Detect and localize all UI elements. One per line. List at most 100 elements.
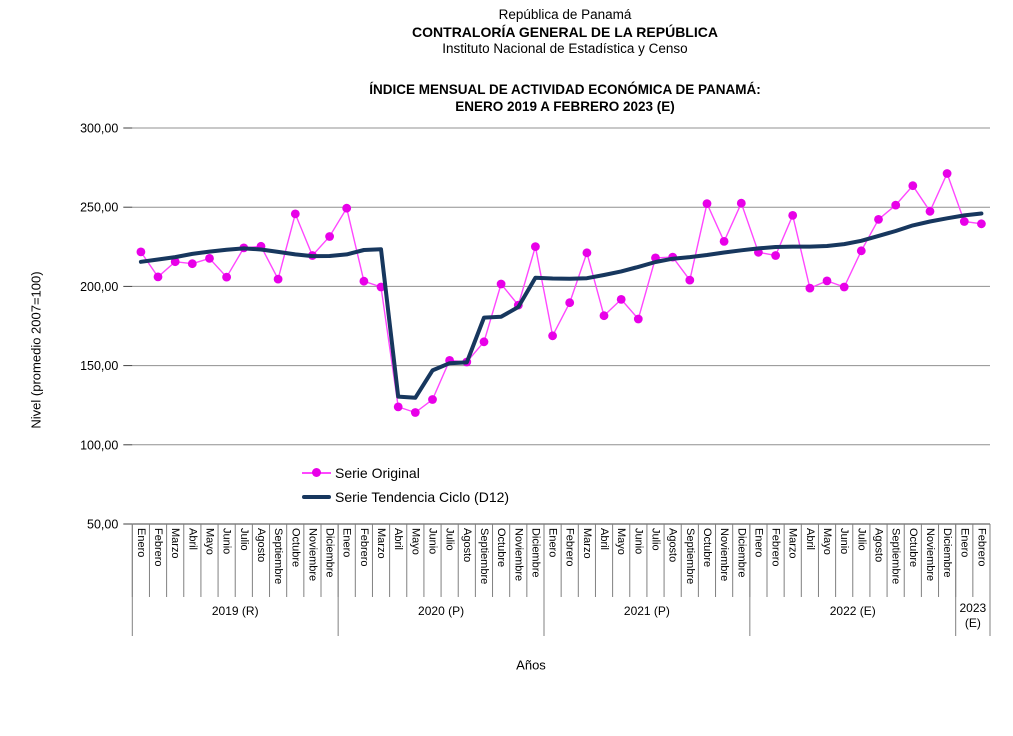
serie-original-marker <box>187 259 197 269</box>
month-label: Abril <box>598 528 610 550</box>
month-label: Julio <box>444 528 456 551</box>
header-org-institute: Instituto Nacional de Estadística y Cens… <box>442 41 688 56</box>
month-label: Noviembre <box>924 528 936 581</box>
serie-original-marker <box>290 209 300 219</box>
month-label: Agosto <box>255 528 267 562</box>
month-label: Junio <box>221 528 233 554</box>
serie-original-marker <box>428 395 437 404</box>
serie-original-marker <box>771 251 780 260</box>
y-tick-label: 150,00 <box>80 359 118 373</box>
serie-original-marker <box>599 311 609 321</box>
legend-marker-dot-icon <box>312 468 321 477</box>
serie-original-marker <box>805 283 815 293</box>
y-tick-label: 250,00 <box>80 201 118 215</box>
serie-original-marker <box>788 211 798 220</box>
year-group-label: 2022 (E) <box>830 604 876 618</box>
month-label: Noviembre <box>718 528 730 581</box>
serie-original-marker <box>582 248 592 258</box>
month-label: Febrero <box>975 528 987 567</box>
month-label: Enero <box>958 528 970 557</box>
month-label: Marzo <box>375 528 387 559</box>
month-label: Marzo <box>787 528 799 559</box>
month-label: Mayo <box>821 528 833 555</box>
month-label: Julio <box>649 528 661 551</box>
month-label: Mayo <box>409 528 421 555</box>
header-org-country: República de Panamá <box>498 7 632 22</box>
month-label: Diciembre <box>941 528 953 578</box>
month-label: Enero <box>135 528 147 557</box>
month-label: Diciembre <box>529 528 541 578</box>
y-tick-label: 100,00 <box>80 438 118 452</box>
month-label: Septiembre <box>478 528 490 584</box>
serie-original-marker <box>136 247 146 257</box>
year-group-label: 2021 (P) <box>624 604 670 618</box>
month-label: Septiembre <box>684 528 696 584</box>
month-label: Enero <box>547 528 559 557</box>
month-label: Septiembre <box>890 528 902 584</box>
month-label: Abril <box>186 528 198 550</box>
y-tick-label: 200,00 <box>80 280 118 294</box>
month-label: Abril <box>392 528 404 550</box>
x-axis-title: Años <box>516 657 546 673</box>
month-label: Febrero <box>152 528 164 567</box>
month-label: Mayo <box>615 528 627 555</box>
legend-swatch-serie-tendencia <box>302 492 331 502</box>
month-label: Marzo <box>169 528 181 559</box>
month-label: Enero <box>341 528 353 557</box>
legend-item-serie-original: Serie Original <box>302 461 509 485</box>
month-label: Febrero <box>770 528 782 567</box>
month-label: Abril <box>804 528 816 550</box>
header-org-name: CONTRALORÍA GENERAL DE LA REPÚBLICA <box>412 24 718 40</box>
month-label: Agosto <box>667 528 679 562</box>
serie-original-marker <box>908 181 918 191</box>
month-label: Agosto <box>461 528 473 562</box>
month-label: Septiembre <box>272 528 284 584</box>
serie-original-marker <box>977 219 986 229</box>
year-group-label: (E) <box>965 616 981 630</box>
month-label: Junio <box>426 528 438 554</box>
serie-original-marker <box>839 282 849 292</box>
serie-original-marker <box>479 337 489 347</box>
month-label: Noviembre <box>512 528 524 581</box>
serie-original-marker <box>222 272 232 282</box>
serie-original-marker <box>548 331 557 341</box>
month-label: Febrero <box>564 528 576 567</box>
legend-label-serie-original: Serie Original <box>335 465 420 481</box>
month-label: Octubre <box>701 528 713 567</box>
serie-original-marker <box>205 254 214 263</box>
serie-original-marker <box>719 237 729 246</box>
serie-original-marker <box>959 217 969 226</box>
serie-original-marker <box>891 200 901 210</box>
legend: Serie Original Serie Tendencia Ciclo (D1… <box>302 461 509 509</box>
month-label: Diciembre <box>324 528 336 578</box>
month-label: Noviembre <box>306 528 318 581</box>
legend-thick-line-icon <box>302 495 331 499</box>
y-tick-label: 300,00 <box>80 122 118 136</box>
legend-label-serie-tendencia: Serie Tendencia Ciclo (D12) <box>335 489 510 505</box>
legend-item-serie-tendencia: Serie Tendencia Ciclo (D12) <box>302 485 509 509</box>
serie-original-marker <box>531 242 540 252</box>
serie-original-line <box>140 171 982 414</box>
serie-original-marker <box>736 198 746 208</box>
serie-original-marker <box>685 275 695 285</box>
chart-title-line2: ENERO 2019 A FEBRERO 2023 (E) <box>455 99 675 114</box>
serie-original-marker <box>273 274 283 284</box>
month-label: Junio <box>632 528 644 554</box>
serie-original-marker <box>170 257 180 267</box>
serie-tendencia-line <box>138 211 984 400</box>
serie-original-marker <box>874 215 883 224</box>
serie-original-marker <box>925 206 935 216</box>
month-label: Febrero <box>358 528 370 567</box>
serie-original-marker <box>359 276 369 286</box>
serie-original-marker <box>856 246 866 256</box>
month-label: Mayo <box>203 528 215 555</box>
year-group-label: 2020 (P) <box>418 604 464 618</box>
serie-original-marker <box>325 232 334 241</box>
month-label: Diciembre <box>735 528 747 578</box>
month-label: Enero <box>752 528 764 557</box>
month-label: Julio <box>238 528 250 551</box>
serie-original-marker <box>942 169 952 178</box>
serie-original-marker <box>565 298 575 308</box>
serie-original-marker <box>822 276 832 286</box>
